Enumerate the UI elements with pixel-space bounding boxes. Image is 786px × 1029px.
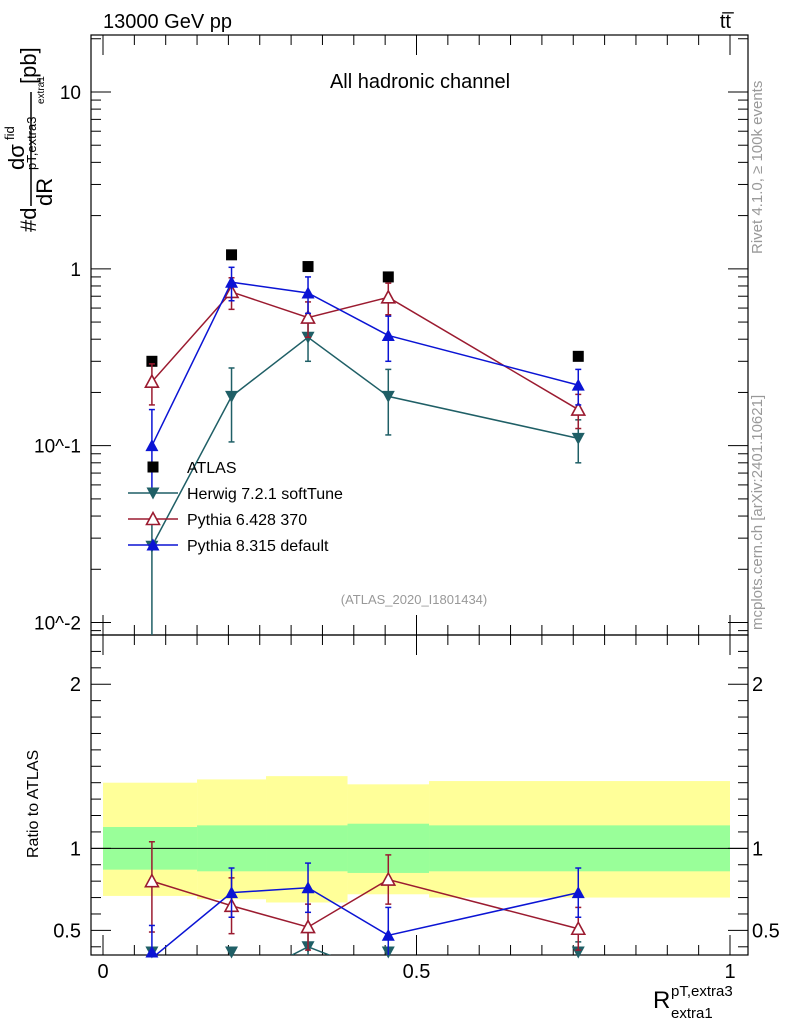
svg-text:dR: dR xyxy=(32,178,57,206)
main-point-pythia-8-315-default xyxy=(145,439,159,452)
svg-text:fid: fid xyxy=(2,126,17,140)
main-point-pythia-8-315-default xyxy=(301,286,315,299)
analysis-id: (ATLAS_2020_I1801434) xyxy=(341,592,487,607)
legend-label-pythia-6-428-370: Pythia 6.428 370 xyxy=(187,512,307,529)
main-point-pythia-6-428-370 xyxy=(570,401,587,416)
ratio-bands xyxy=(103,776,730,903)
main-point-pythia-6-428-370 xyxy=(380,289,397,304)
axes: 10^-2 10^-1 1 10 0.5 0.5 1 1 2 2 0 0.5 1 xyxy=(34,34,780,983)
ratio-point-pythia-8-315-default xyxy=(381,928,395,941)
ratio-point-pythia-6-428-370 xyxy=(300,918,316,934)
svg-text:R: R xyxy=(653,987,670,1014)
svg-text:extra1: extra1 xyxy=(671,1005,713,1022)
ratio-point-pythia-8-315-default xyxy=(225,886,239,899)
ratio-ytick-label-right: 0.5 xyxy=(752,920,780,942)
ratio-point-herwig-7-2-1-softtune xyxy=(571,946,585,959)
ratio-point-pythia-8-315-default xyxy=(301,881,315,894)
legend: ATLAS Herwig 7.2.1 softTune Pythia 6.428 3… xyxy=(128,460,343,555)
ratio-ytick-label: 0.5 xyxy=(53,920,81,942)
main-point-atlas xyxy=(226,249,238,261)
main-ytick-label: 1 xyxy=(70,260,81,281)
xtick-label: 1 xyxy=(724,961,735,983)
main-point-herwig-7-2-1-softtune xyxy=(571,432,585,445)
main-point-pythia-8-315-default xyxy=(381,328,395,341)
main-point-pythia-6-428-370 xyxy=(144,373,160,389)
legend-label-atlas: ATLAS xyxy=(187,460,237,477)
x-axis-label: R pT,extra3 extra1 xyxy=(653,983,733,1022)
series-ratio xyxy=(144,841,587,959)
xtick-label: 0 xyxy=(97,961,108,983)
process-label: tt̅ xyxy=(720,11,734,33)
legend-label-herwig-7-2-1-softtune: Herwig 7.2.1 softTune xyxy=(187,486,343,503)
ratio-point-pythia-6-428-370 xyxy=(380,871,397,886)
svg-text:pT,extra3: pT,extra3 xyxy=(24,117,39,170)
main-point-pythia-8-315-default xyxy=(225,275,239,288)
svg-text:[pb]: [pb] xyxy=(16,47,41,84)
ratio-point-pythia-6-428-370 xyxy=(144,872,160,888)
main-ytick-label: 10^-1 xyxy=(34,437,81,458)
main-ytick-label: 10 xyxy=(60,83,81,104)
ratio-point-pythia-8-315-default xyxy=(571,886,585,899)
legend-marker-pythia-6-428-370 xyxy=(145,510,161,526)
main-point-pythia-8-315-default xyxy=(571,378,585,391)
main-line-pythia-6-428-370 xyxy=(151,291,579,411)
legend-marker-atlas xyxy=(147,461,159,473)
legend-label-pythia-8-315-default: Pythia 8.315 default xyxy=(187,538,329,555)
legend-marker-pythia-8-315-default xyxy=(146,538,160,551)
main-point-herwig-7-2-1-softtune xyxy=(381,390,395,403)
svg-text:extra1: extra1 xyxy=(36,76,47,104)
svg-text:#d: #d xyxy=(16,208,41,232)
ratio-point-herwig-7-2-1-softtune xyxy=(225,946,239,959)
series-main xyxy=(144,249,587,635)
main-ylabel: #d dσ fid dR pT,extra3 extra1 [pb] xyxy=(2,47,57,232)
ratio-ytick-label: 2 xyxy=(70,674,81,696)
ratio-frame xyxy=(90,634,749,956)
main-point-atlas xyxy=(572,350,584,362)
ratio-group-pythia-8-315-default xyxy=(145,862,585,958)
mcplots-label: mcplots.cern.ch [arXiv:2401.10621] xyxy=(749,395,766,630)
ratio-point-pythia-6-428-370 xyxy=(570,920,587,936)
ratio-point-pythia-8-315-default xyxy=(145,945,159,958)
main-point-atlas xyxy=(302,261,314,273)
svg-text:dσ: dσ xyxy=(4,144,29,170)
ratio-group-herwig-7-2-1-softtune xyxy=(145,929,585,959)
main-point-pythia-6-428-370 xyxy=(300,309,316,324)
svg-text:pT,extra3: pT,extra3 xyxy=(671,983,733,1000)
ratio-ytick-label-right: 2 xyxy=(752,674,763,696)
ratio-ytick-label-right: 1 xyxy=(752,838,763,860)
main-point-atlas xyxy=(146,355,158,367)
main-point-herwig-7-2-1-softtune xyxy=(225,390,239,403)
rivet-label: Rivet 4.1.0, ≥ 100k events xyxy=(749,81,766,254)
main-line-pythia-8-315-default xyxy=(151,281,579,447)
main-point-atlas xyxy=(382,271,394,283)
legend-marker-herwig-7-2-1-softtune xyxy=(146,487,160,500)
ratio-ylabel: Ratio to ATLAS xyxy=(25,750,42,858)
ratio-ytick-label: 1 xyxy=(70,838,81,860)
energy-label: 13000 GeV pp xyxy=(103,11,232,33)
main-ytick-label: 10^-2 xyxy=(34,614,81,635)
xtick-label: 0.5 xyxy=(403,961,431,983)
channel-label: All hadronic channel xyxy=(330,71,510,93)
